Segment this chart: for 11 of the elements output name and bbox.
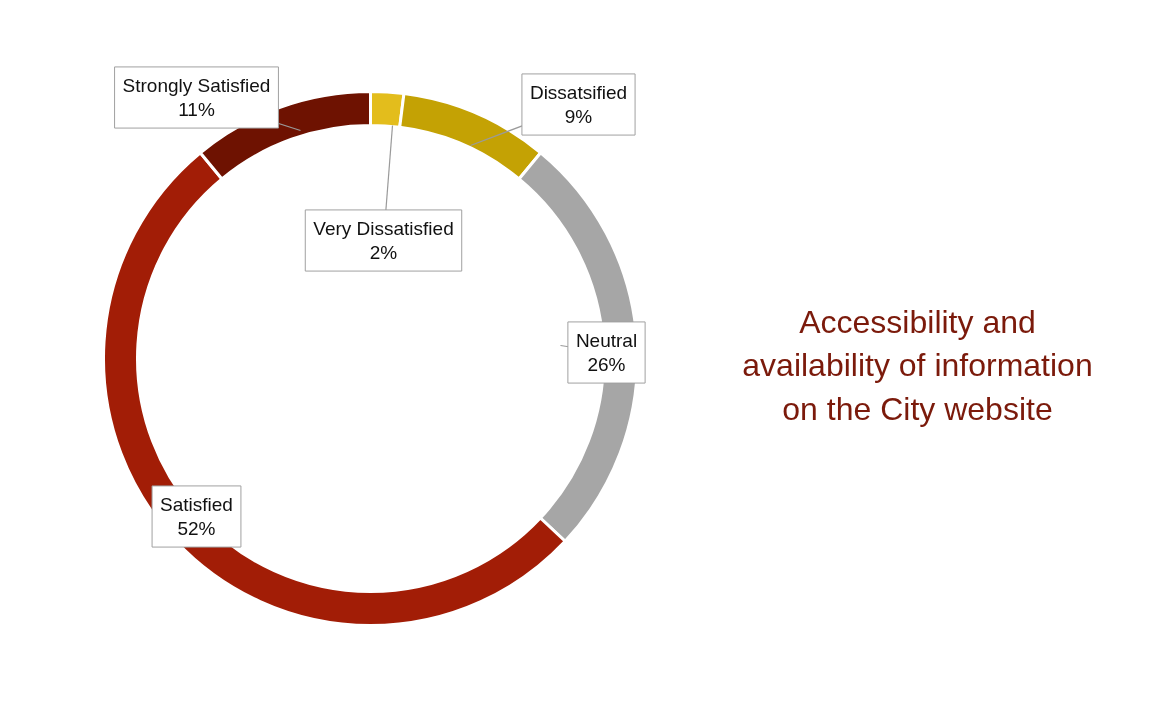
data-label: 26% xyxy=(587,354,626,376)
slice-label: Neutral xyxy=(575,329,638,351)
data-label: 9% xyxy=(564,106,593,128)
slice-label: Strongly Satisfied xyxy=(122,74,271,96)
data-label: 11% xyxy=(178,99,215,121)
text: Accessibility and availability of information on the City website xyxy=(742,304,1093,427)
slice-label: Very Dissatisfied xyxy=(313,217,454,239)
slice-label: Satisfied xyxy=(160,493,233,515)
slice-label: Dissatsified xyxy=(529,81,628,103)
data-label: 2% xyxy=(369,242,398,264)
data-label: 52% xyxy=(177,518,216,540)
